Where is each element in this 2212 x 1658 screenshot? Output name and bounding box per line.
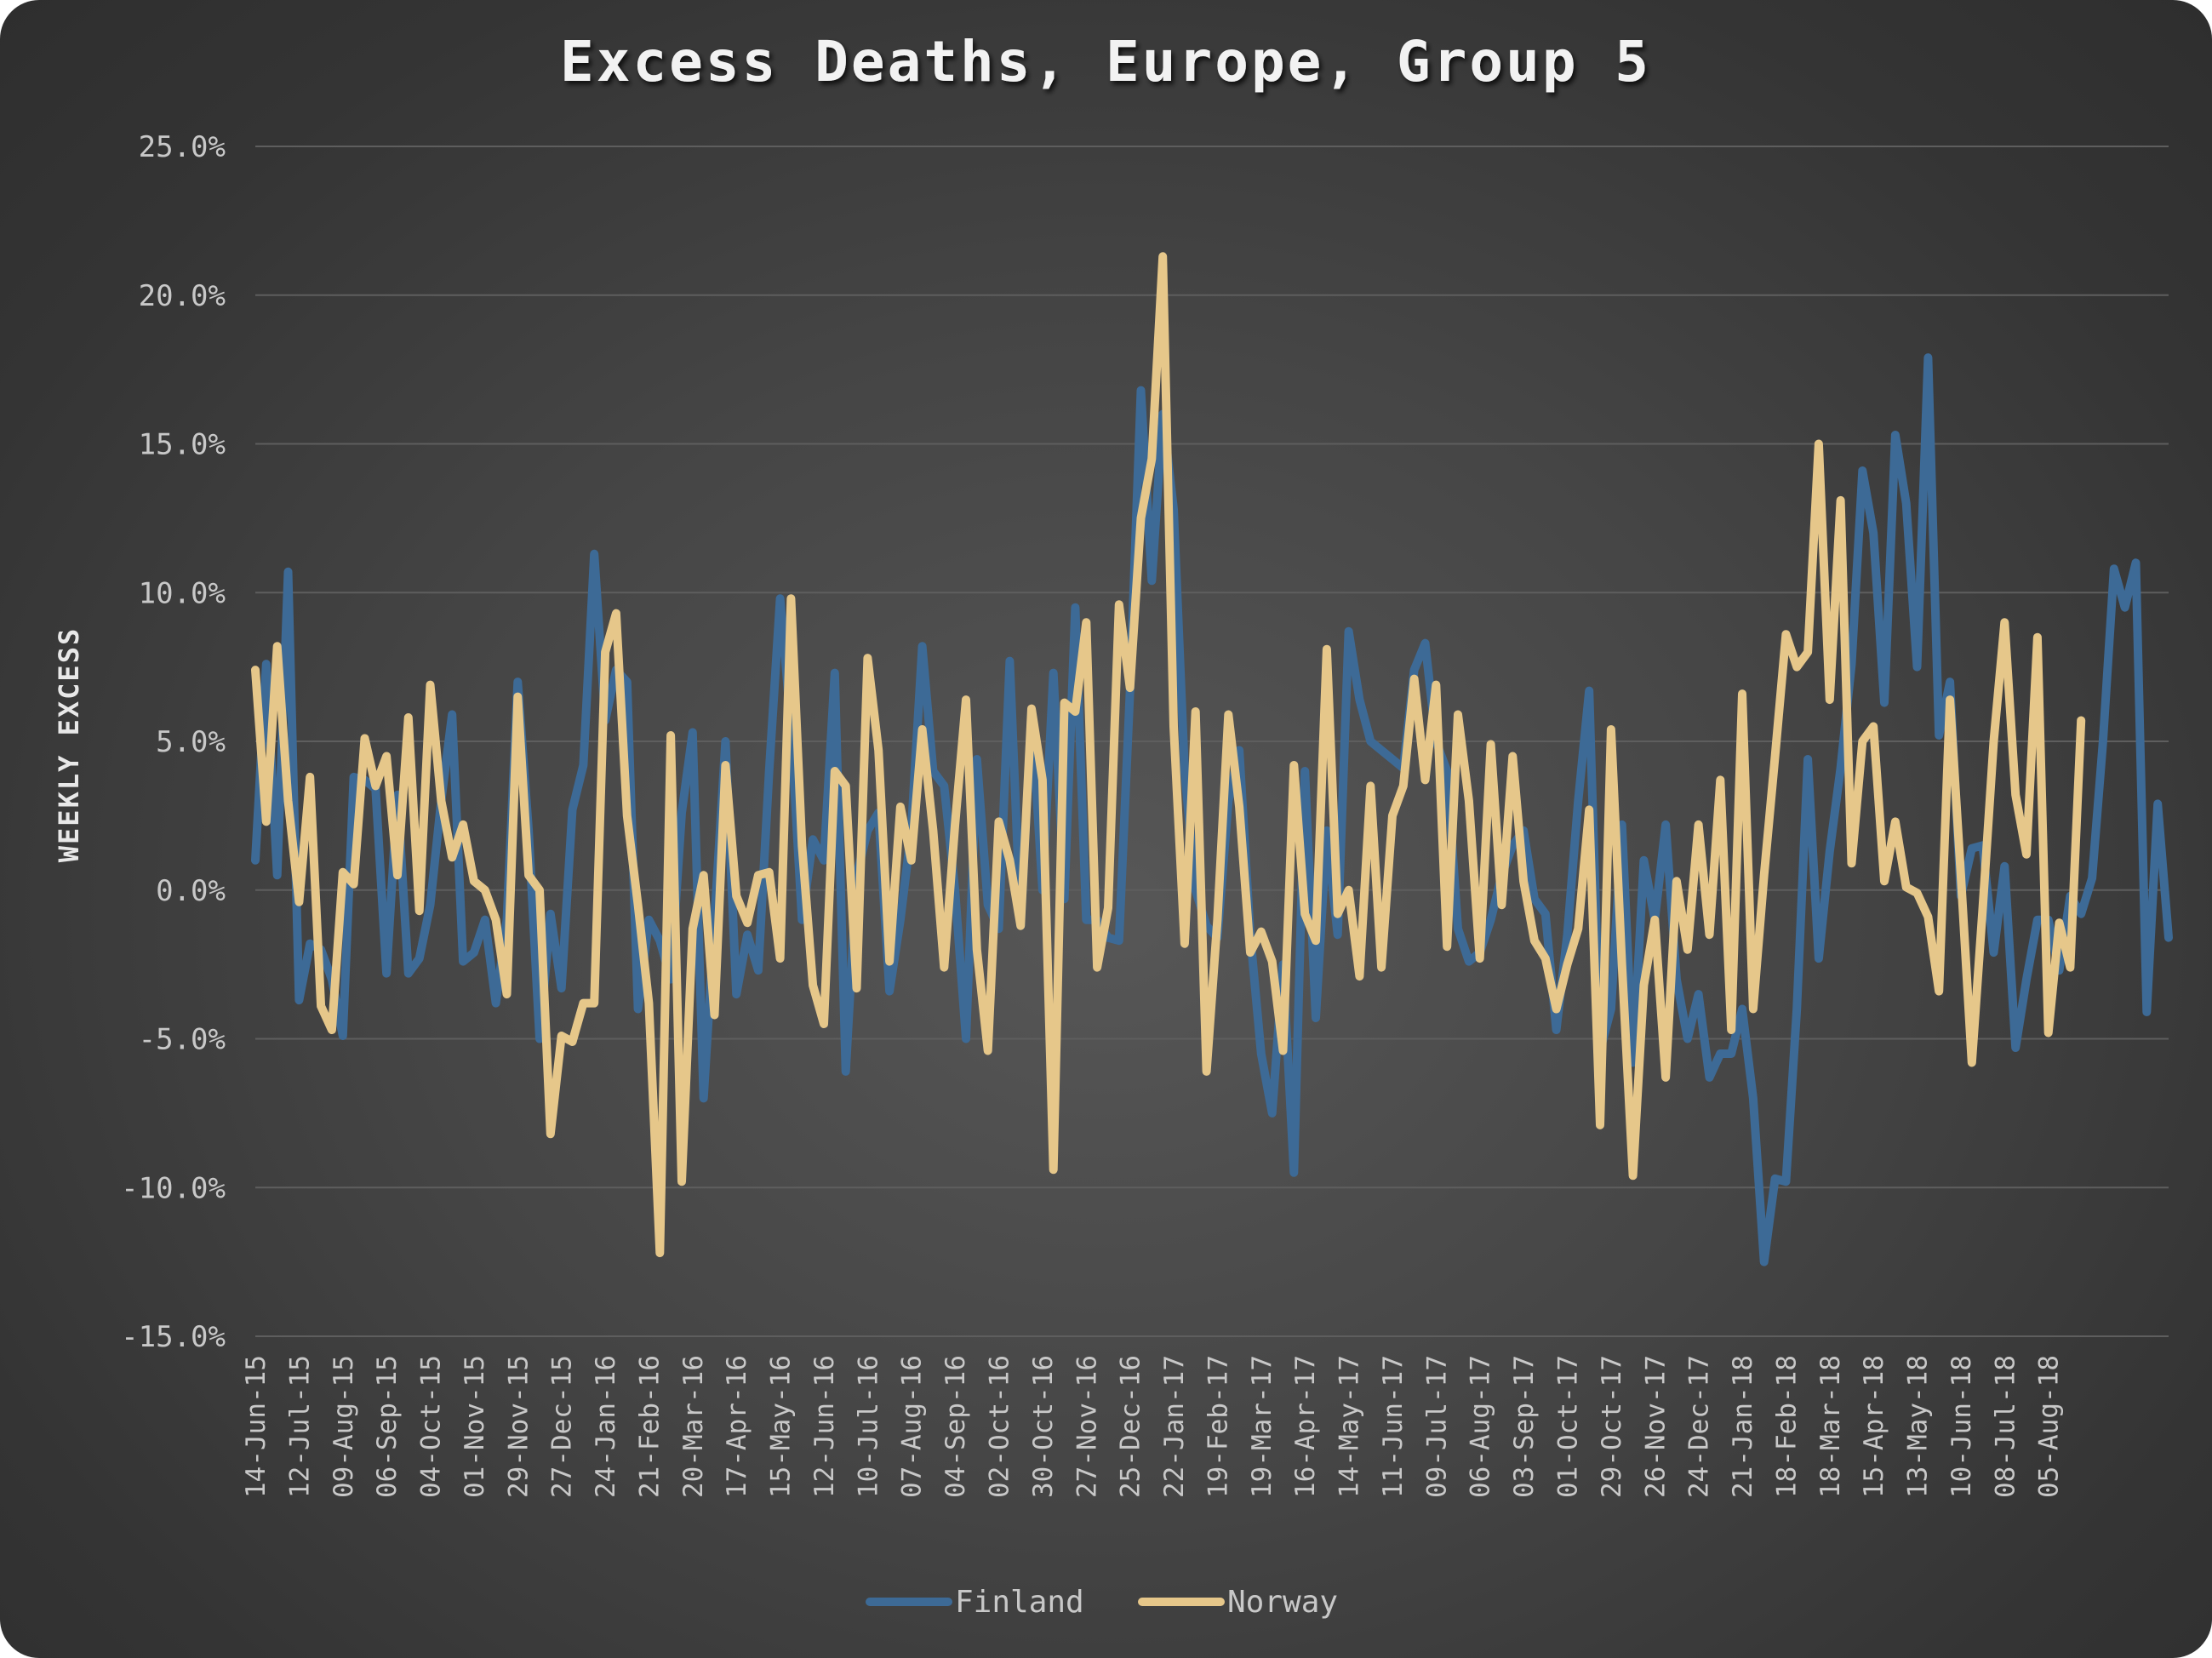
y-tick-label: 25.0% (139, 130, 226, 164)
x-tick-label: 18-Feb-18 (1771, 1355, 1802, 1498)
x-tick-label: 13-May-18 (1903, 1355, 1934, 1498)
y-tick-label: -10.0% (121, 1171, 226, 1205)
x-tick-label: 17-Apr-16 (722, 1355, 752, 1498)
y-tick-label: 10.0% (139, 576, 226, 610)
x-tick-label: 10-Jul-16 (853, 1355, 883, 1498)
x-tick-label: 29-Oct-17 (1597, 1355, 1627, 1498)
x-tick-label: 01-Nov-15 (460, 1355, 490, 1498)
x-tick-label: 12-Jul-15 (284, 1355, 315, 1498)
x-tick-label: 14-May-17 (1335, 1355, 1365, 1498)
chart-title: Excess Deaths, Europe, Group 5 (560, 29, 1651, 94)
y-tick-label: 15.0% (139, 428, 226, 462)
x-tick-label: 21-Jan-18 (1728, 1355, 1758, 1498)
y-tick-label: 20.0% (139, 279, 226, 313)
legend: Finland Norway (866, 1585, 1338, 1620)
gridlines (255, 146, 2169, 1337)
x-tick-label: 22-Jan-17 (1159, 1355, 1190, 1498)
x-tick-label: 11-Jun-17 (1378, 1355, 1409, 1498)
y-tick-label: 0.0% (156, 874, 226, 908)
legend-label-finland: Finland (955, 1585, 1084, 1620)
x-tick-label: 30-Oct-16 (1028, 1355, 1059, 1498)
x-tick-label: 24-Jan-16 (591, 1355, 621, 1498)
x-tick-label: 02-Oct-16 (985, 1355, 1015, 1498)
x-tick-label: 18-Mar-18 (1815, 1355, 1846, 1498)
x-tick-label: 27-Nov-16 (1072, 1355, 1102, 1498)
x-tick-label: 09-Aug-15 (329, 1355, 359, 1498)
x-tick-label: 24-Dec-17 (1684, 1355, 1715, 1498)
x-tick-label: 06-Aug-17 (1466, 1355, 1496, 1498)
x-tick-label: 04-Sep-16 (940, 1355, 971, 1498)
x-tick-label: 16-Apr-17 (1290, 1355, 1321, 1498)
x-tick-label: 06-Sep-15 (372, 1355, 403, 1498)
x-tick-label: 01-Oct-17 (1552, 1355, 1583, 1498)
x-tick-label: 05-Aug-18 (2034, 1355, 2065, 1498)
x-tick-label: 08-Jul-18 (1990, 1355, 2021, 1498)
x-tick-label: 15-May-16 (766, 1355, 797, 1498)
y-axis-ticks: 25.0% 20.0% 15.0% 10.0% 5.0% 0.0% -5.0% -10.0% -… (121, 130, 226, 1354)
x-tick-label: 20-Mar-16 (678, 1355, 709, 1498)
x-tick-label: 25-Dec-16 (1116, 1355, 1146, 1498)
series-line-norway (251, 252, 2086, 1258)
x-tick-label: 26-Nov-17 (1640, 1355, 1671, 1498)
series-lines (251, 252, 2173, 1266)
x-axis-ticks: 14-Jun-15 12-Jul-15 09-Aug-15 06-Sep-15 04-O… (241, 1355, 2065, 1498)
x-tick-label: 19-Mar-17 (1247, 1355, 1277, 1498)
y-axis-label: WEEKLY EXCESS (53, 627, 85, 862)
x-tick-label: 10-Jun-18 (1946, 1355, 1977, 1498)
x-tick-label: 21-Feb-16 (634, 1355, 665, 1498)
x-tick-label: 09-Jul-17 (1421, 1355, 1452, 1498)
y-tick-label: 5.0% (156, 725, 226, 759)
x-tick-label: 12-Jun-16 (809, 1355, 840, 1498)
y-tick-label: -5.0% (139, 1023, 226, 1057)
x-tick-label: 19-Feb-17 (1203, 1355, 1233, 1498)
x-tick-label: 29-Nov-15 (503, 1355, 534, 1498)
x-tick-label: 03-Sep-17 (1509, 1355, 1540, 1498)
x-tick-label: 15-Apr-18 (1859, 1355, 1889, 1498)
y-tick-label: -15.0% (121, 1320, 226, 1354)
legend-label-norway: Norway (1227, 1585, 1338, 1620)
x-tick-label: 07-Aug-16 (897, 1355, 928, 1498)
x-tick-label: 27-Dec-15 (547, 1355, 578, 1498)
x-tick-label: 04-Oct-15 (416, 1355, 447, 1498)
x-tick-label: 14-Jun-15 (241, 1355, 271, 1498)
